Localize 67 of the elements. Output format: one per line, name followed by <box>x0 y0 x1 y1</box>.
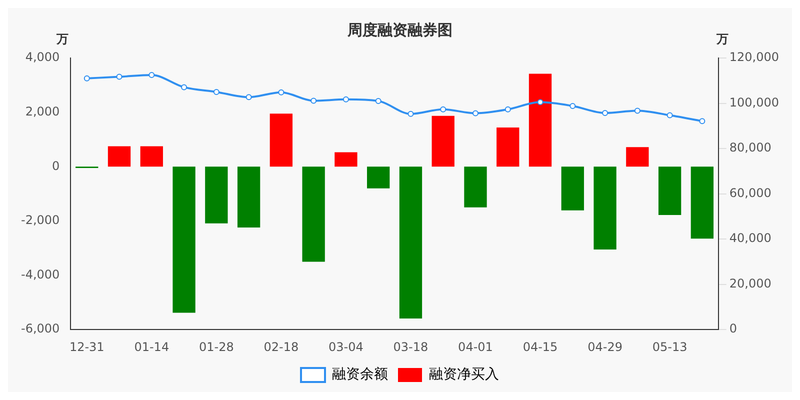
point <box>181 84 188 90</box>
y2-tick-label: 80,000 <box>729 140 772 155</box>
x-tick-label: 05-13 <box>652 340 688 354</box>
bar <box>108 146 131 167</box>
point <box>570 102 576 109</box>
point <box>440 106 446 112</box>
x-tick-label: 12-31 <box>69 340 104 354</box>
point <box>278 89 284 96</box>
y2-tick-label: 0 <box>729 322 738 336</box>
point <box>602 110 608 116</box>
chart-title: 周度融资融券图 <box>346 20 452 39</box>
point <box>699 118 706 124</box>
point <box>375 98 382 104</box>
x-tick-label: 04-01 <box>458 340 493 354</box>
bar <box>626 147 649 167</box>
y2-axis-title: 万 <box>715 32 728 46</box>
y2-tick-label: 60,000 <box>729 186 772 200</box>
y2-tick-label: 100,000 <box>729 95 779 110</box>
bar <box>561 166 584 210</box>
bar <box>140 146 163 167</box>
bar <box>528 74 552 167</box>
point <box>408 110 414 117</box>
y-tick-label: -6,000 <box>20 322 60 336</box>
x-tick-label: 01-14 <box>134 340 170 354</box>
bar <box>172 166 196 313</box>
x-tick-label: 02-18 <box>264 340 299 354</box>
bar <box>399 166 422 318</box>
bar <box>690 166 714 239</box>
y-axis-title: 万 <box>56 32 69 46</box>
y2-tick-label: 120,000 <box>729 50 779 64</box>
point <box>148 72 155 78</box>
y-tick-label: -2,000 <box>20 213 60 228</box>
y-tick-label: -4,000 <box>20 267 60 282</box>
bar <box>496 128 520 167</box>
point <box>84 75 90 82</box>
bar <box>594 166 616 250</box>
y-tick-label: 4,000 <box>25 50 60 64</box>
x-tick-label: 01-28 <box>198 340 234 354</box>
y-tick-label: 0 <box>52 158 60 173</box>
bar <box>270 114 293 167</box>
point <box>634 108 640 114</box>
bar <box>432 116 454 167</box>
bar <box>464 166 487 208</box>
legend-label: 融资余额 <box>332 366 388 383</box>
point <box>213 88 220 95</box>
point <box>342 96 349 102</box>
point <box>504 106 511 112</box>
point <box>666 112 673 118</box>
point <box>116 74 122 80</box>
point <box>537 99 544 106</box>
bar <box>658 166 682 215</box>
y-tick-label: 2,000 <box>25 104 60 118</box>
point <box>246 94 252 100</box>
y2-tick-label: 20,000 <box>729 276 772 290</box>
x-tick-label: 03-18 <box>393 340 428 354</box>
y2-tick-label: 40,000 <box>729 231 772 246</box>
bar <box>302 166 325 262</box>
bar <box>205 166 228 224</box>
x-tick-label: 04-29 <box>588 340 622 354</box>
bar <box>334 152 358 167</box>
bar <box>237 166 260 228</box>
point <box>310 98 317 104</box>
point <box>472 110 478 116</box>
x-tick-label: 04-15 <box>522 340 558 354</box>
x-tick-label: 03-04 <box>328 340 364 354</box>
bar <box>367 166 390 188</box>
legend-label: 融资净买入 <box>429 366 499 383</box>
